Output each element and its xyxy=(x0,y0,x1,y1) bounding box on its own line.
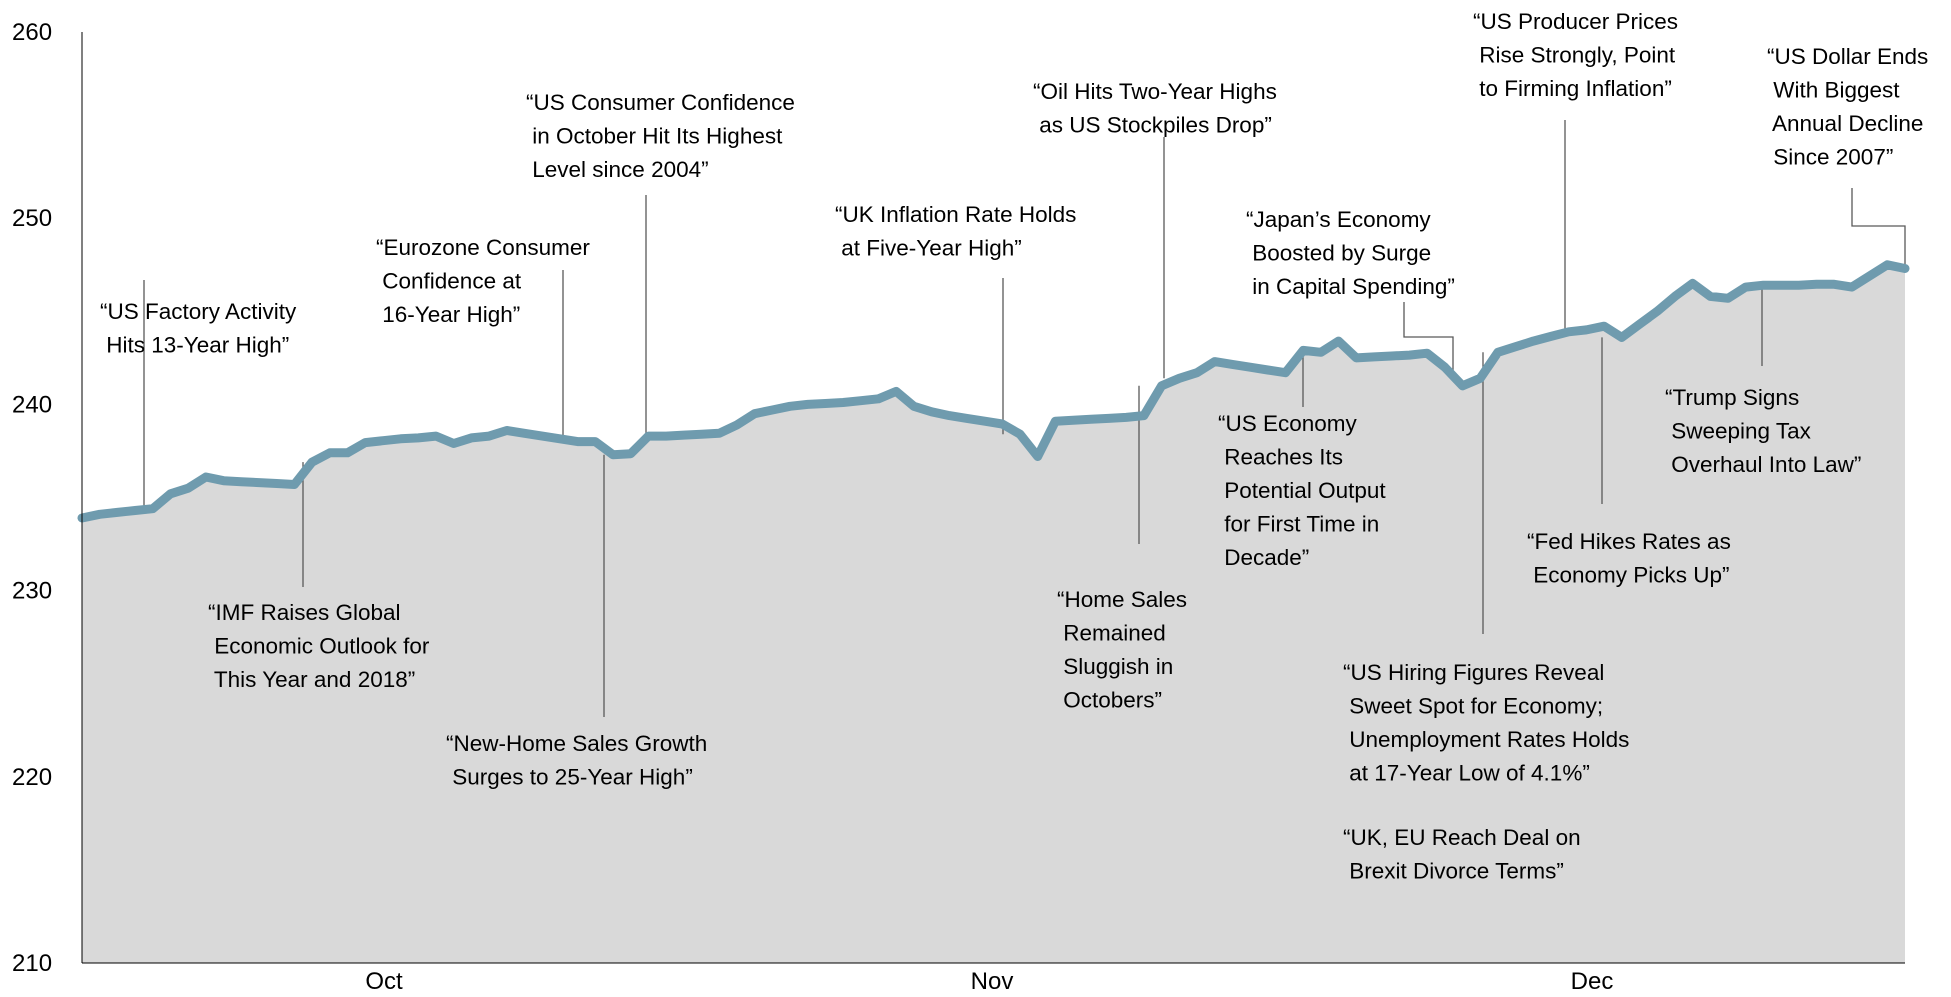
y-tick-label: 240 xyxy=(12,391,52,418)
annotation-label: “Home Sales Remained Sluggish in October… xyxy=(1057,587,1187,713)
y-tick-label: 250 xyxy=(12,205,52,232)
y-tick-label: 210 xyxy=(12,950,52,977)
annotation-label: “US Hiring Figures Reveal Sweet Spot for… xyxy=(1343,660,1629,786)
series-line xyxy=(77,260,1910,523)
annotation-leaders xyxy=(143,120,1906,717)
annotations: “US Factory Activity Hits 13-Year High” “… xyxy=(100,9,1928,884)
y-tick-label: 230 xyxy=(12,578,52,605)
annotation-label: “UK Inflation Rate Holds at Five-Year Hi… xyxy=(835,202,1076,261)
annotation-label: “US Factory Activity Hits 13-Year High” xyxy=(100,299,297,358)
x-tick-labels: Oct Nov Dec xyxy=(365,968,1613,995)
annotation-label: “US Economy Reaches Its Potential Output… xyxy=(1218,411,1386,570)
annotation-label: “UK, EU Reach Deal on Brexit Divorce Ter… xyxy=(1343,825,1581,884)
annotation-label: “IMF Raises Global Economic Outlook for … xyxy=(208,600,430,692)
x-tick-label: Oct xyxy=(365,968,403,995)
x-tick-label: Dec xyxy=(1571,968,1614,995)
y-tick-label: 220 xyxy=(12,764,52,791)
annotation-label: “New-Home Sales Growth Surges to 25-Year… xyxy=(446,731,707,790)
y-tick-label: 260 xyxy=(12,19,52,46)
annotation-label: “Japan’s Economy Boosted by Surge in Cap… xyxy=(1246,207,1455,299)
y-tick-labels: 210 220 230 240 250 260 xyxy=(12,19,52,977)
annotation-label: “US Producer Prices Rise Strongly, Point… xyxy=(1473,9,1678,101)
x-tick-label: Nov xyxy=(971,968,1014,995)
annotation-label: “US Consumer Confidence in October Hit I… xyxy=(526,90,795,182)
annotation-leader-line xyxy=(1851,188,1906,269)
annotation-leader-line xyxy=(1403,302,1454,379)
annotation-label: “Fed Hikes Rates as Economy Picks Up” xyxy=(1527,529,1731,588)
annotation-label: “Oil Hits Two-Year Highs as US Stockpile… xyxy=(1033,79,1277,138)
annotation-label: “Eurozone Consumer Confidence at 16-Year… xyxy=(376,235,590,327)
annotation-label: “Trump Signs Sweeping Tax Overhaul Into … xyxy=(1665,385,1861,477)
annotation-label: “US Dollar Ends With Biggest Annual Decl… xyxy=(1767,44,1928,170)
